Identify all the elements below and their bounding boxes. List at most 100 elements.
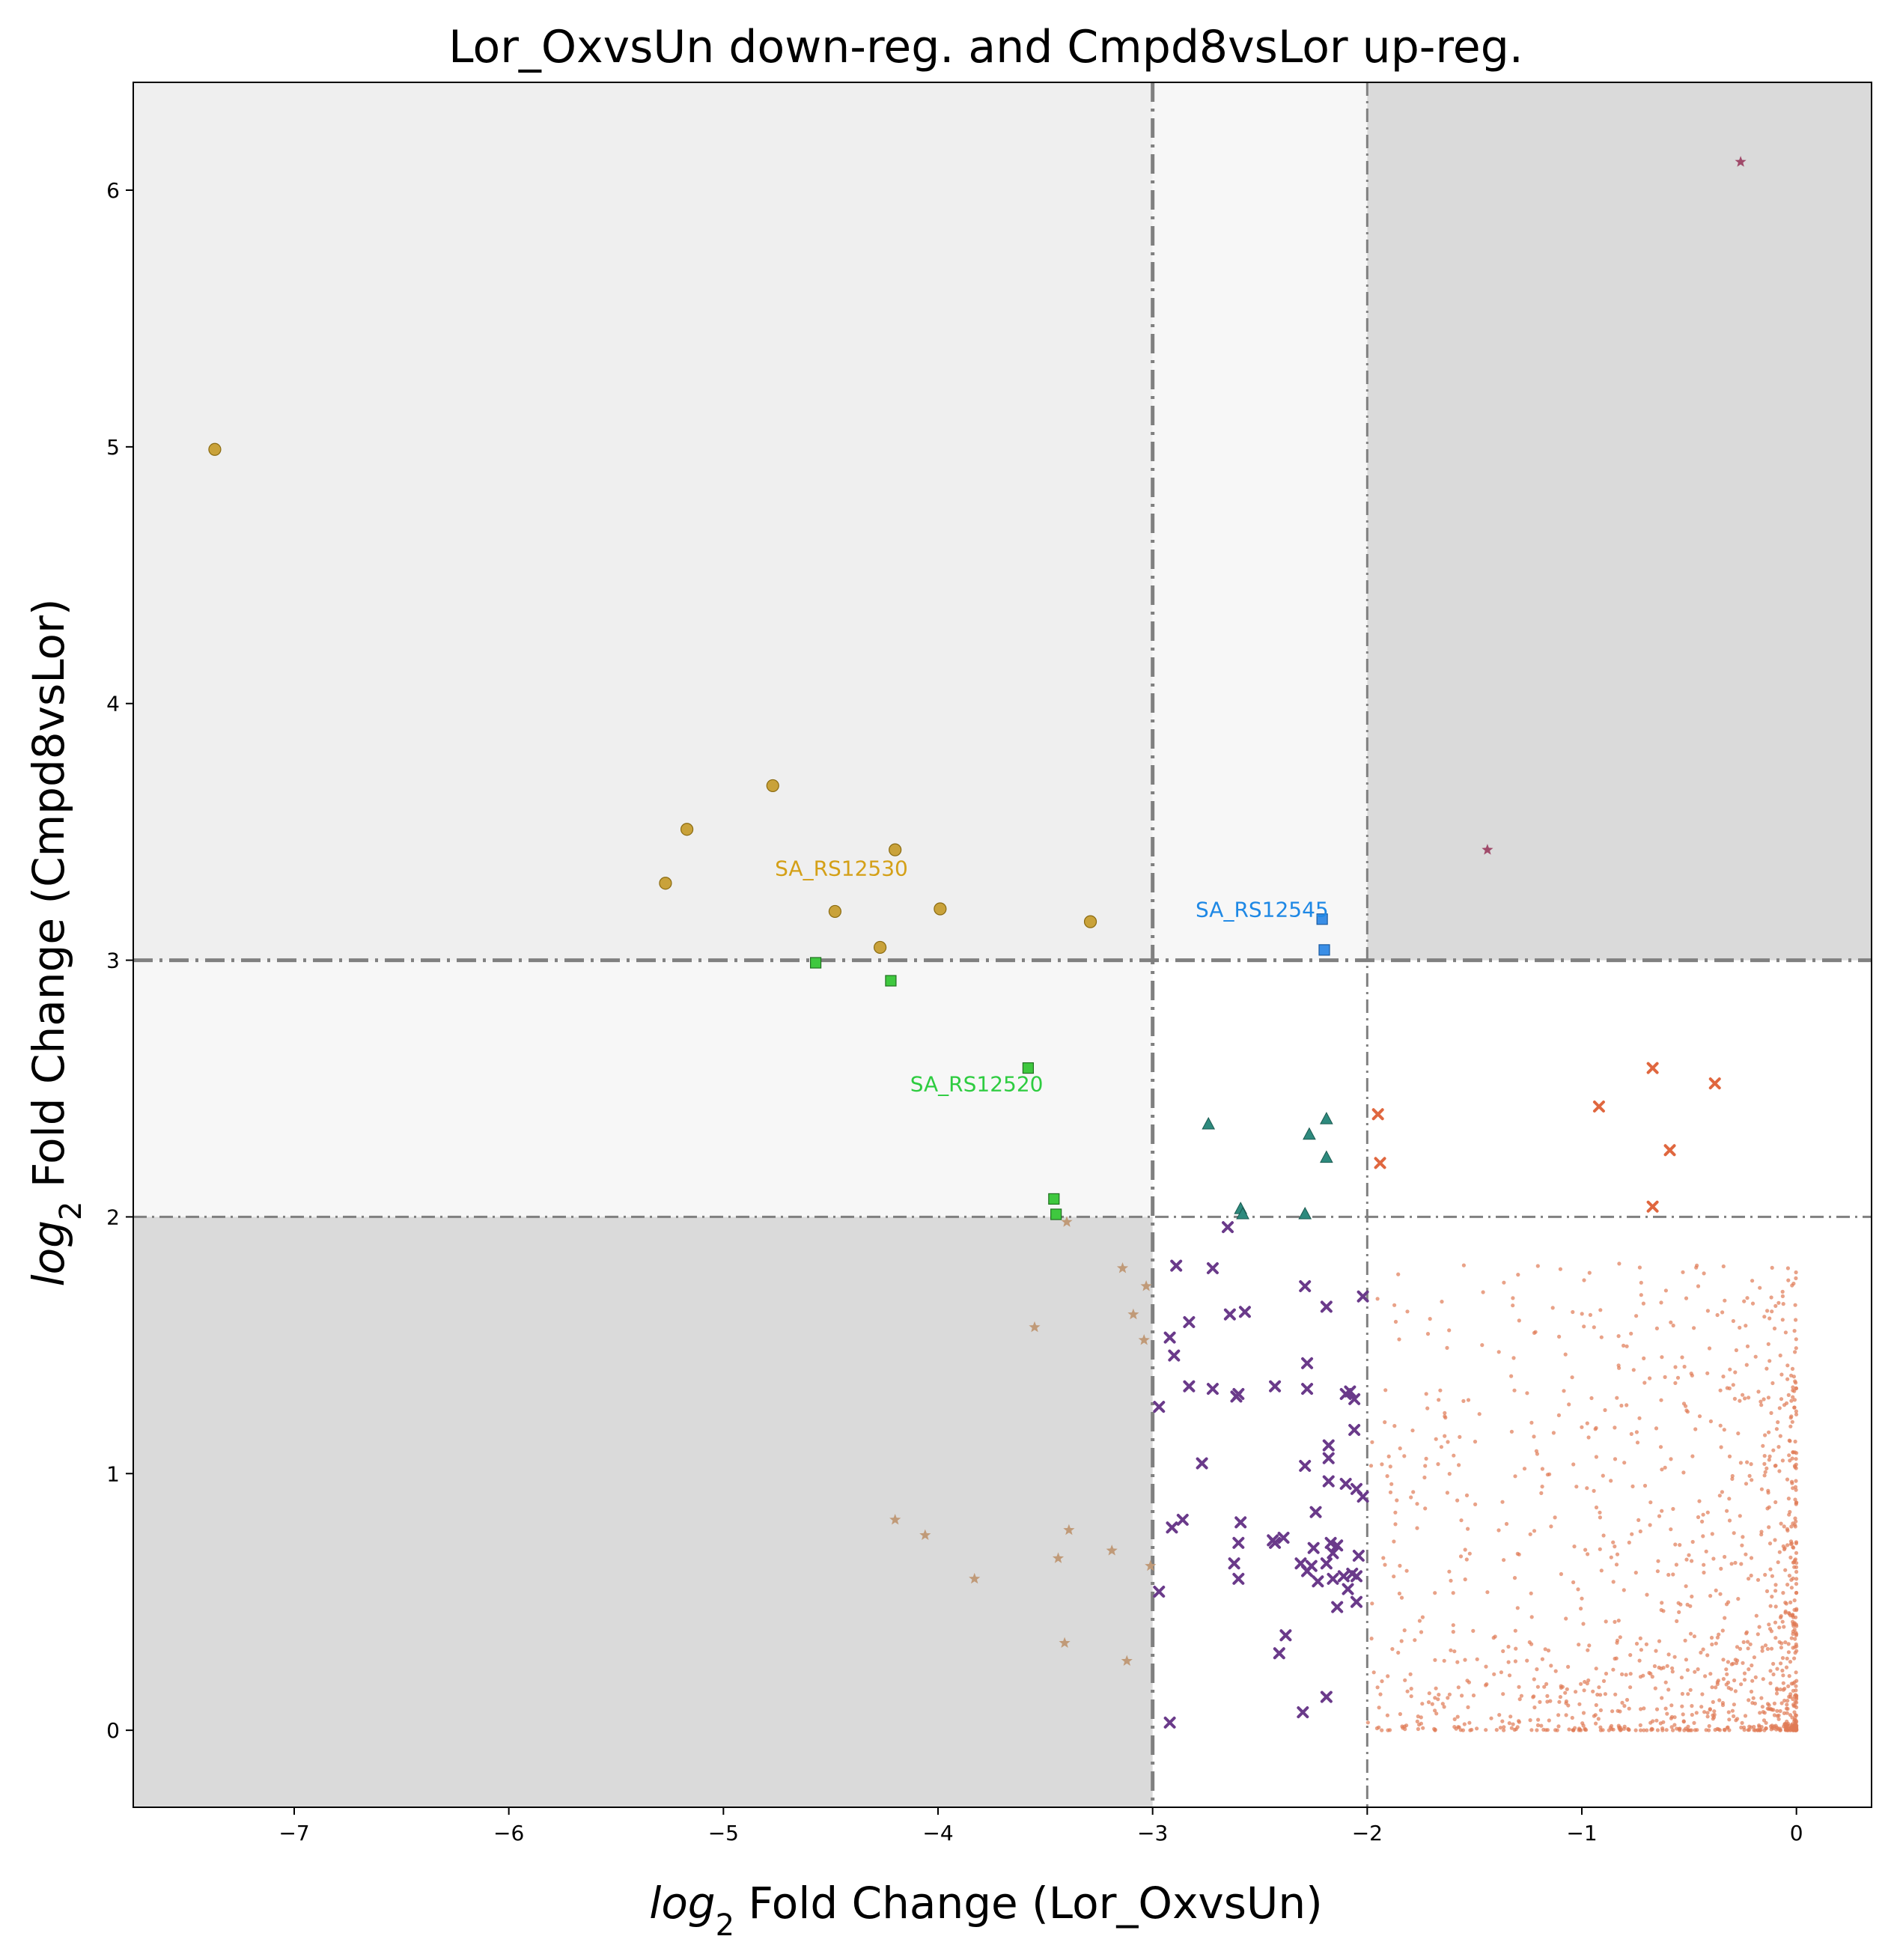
x-tick-label: 0 [1790, 1821, 1803, 1845]
cluster-point [1751, 1696, 1756, 1700]
cluster-point [1416, 1726, 1420, 1732]
series-2 [1316, 913, 1330, 956]
cluster-point [1516, 1273, 1520, 1277]
cluster-point [1721, 1264, 1726, 1269]
cluster-point [1368, 1464, 1374, 1468]
cluster-point [1451, 1630, 1455, 1634]
cluster-point [1701, 1534, 1705, 1539]
data-point [1170, 1259, 1183, 1272]
cluster-point [1611, 1580, 1616, 1584]
cluster-point [1703, 1674, 1708, 1679]
cluster-point [1666, 1572, 1671, 1577]
cluster-point [1675, 1619, 1679, 1623]
cluster-point [1783, 1610, 1788, 1615]
cluster-point [1732, 1714, 1736, 1718]
cluster-point [1471, 1628, 1476, 1633]
cluster-point [1753, 1354, 1758, 1359]
cluster-point [1509, 1429, 1514, 1434]
cluster-point [1615, 1552, 1620, 1556]
cluster-point [1696, 1284, 1701, 1288]
cluster-point [1788, 1660, 1793, 1664]
cluster-point [1445, 1345, 1449, 1350]
cluster-point [1598, 1308, 1603, 1312]
cluster-point [1398, 1563, 1402, 1568]
cluster-point [1794, 1479, 1798, 1483]
cluster-point [1666, 1652, 1671, 1657]
cluster-point [1535, 1728, 1539, 1732]
cluster-point [1788, 1713, 1793, 1717]
cluster-point [1660, 1728, 1665, 1732]
cluster-point [1780, 1458, 1785, 1463]
cluster-point [1711, 1717, 1715, 1721]
cluster-point [1598, 1515, 1602, 1520]
cluster-point [1705, 1653, 1710, 1658]
cluster-point [1778, 1708, 1782, 1714]
cluster-point [1619, 1403, 1624, 1408]
cluster-point [1390, 1647, 1395, 1652]
cluster-point [1750, 1279, 1755, 1283]
cluster-point [1434, 1711, 1439, 1716]
data-point [1228, 1557, 1240, 1570]
cluster-point [1675, 1375, 1681, 1380]
cluster-point [1768, 1707, 1773, 1711]
cluster-point [1773, 1500, 1778, 1505]
cluster-point [1742, 1728, 1747, 1732]
cluster-point [1497, 1713, 1502, 1717]
cluster-point [1712, 1709, 1717, 1714]
cluster-point [1425, 1332, 1431, 1336]
cluster-point [1512, 1576, 1517, 1580]
cluster-point [1515, 1551, 1520, 1556]
cluster-point [1771, 1448, 1776, 1452]
cluster-point [1690, 1712, 1694, 1717]
cluster-point [1673, 1381, 1678, 1385]
cluster-point [1571, 1309, 1575, 1315]
cluster-point [1773, 1620, 1778, 1625]
cluster-point [1780, 1318, 1785, 1322]
cluster-point [1754, 1613, 1759, 1618]
cluster-point [1517, 1318, 1521, 1323]
cluster-point [1735, 1645, 1740, 1649]
cluster-point [1740, 1720, 1744, 1725]
cluster-point [1437, 1398, 1441, 1402]
cluster-point [1436, 1462, 1440, 1467]
cluster-point [1777, 1625, 1782, 1630]
cluster-point [1727, 1454, 1732, 1458]
cluster-point [1622, 1461, 1627, 1465]
cluster-point [1733, 1658, 1738, 1662]
cluster-point [1369, 1637, 1374, 1641]
cluster-point [1579, 1607, 1583, 1611]
cluster-point [1463, 1547, 1467, 1552]
cluster-point [1785, 1706, 1790, 1711]
data-point [1052, 1552, 1065, 1563]
cluster-point [1440, 1702, 1445, 1706]
cluster-point [1793, 1379, 1797, 1384]
cluster-point [1794, 1457, 1798, 1461]
cluster-point [1532, 1677, 1536, 1681]
cluster-point [1571, 1728, 1575, 1732]
data-point [934, 902, 947, 916]
threshold-lines [133, 82, 1872, 1807]
cluster-point [1769, 1295, 1773, 1300]
cluster-point [1792, 1464, 1797, 1468]
cluster-point [1629, 1431, 1633, 1436]
cluster-point [1562, 1389, 1566, 1393]
cluster-point [1571, 1462, 1576, 1467]
cluster-point [1438, 1388, 1443, 1393]
cluster-point [1752, 1728, 1756, 1732]
data-point [1163, 1716, 1176, 1729]
cluster-point [1794, 1565, 1799, 1569]
y-tick-label: 4 [106, 692, 120, 716]
annotation-label: SA_RS12520 [910, 1071, 1044, 1096]
cluster-point [1638, 1723, 1642, 1727]
cluster-point [1409, 1694, 1413, 1699]
cluster-point [1501, 1649, 1505, 1654]
cluster-point [1645, 1728, 1649, 1732]
cluster-point [1492, 1672, 1496, 1676]
data-point [1298, 1206, 1312, 1220]
cluster-point [1794, 1488, 1798, 1492]
cluster-point [1732, 1396, 1737, 1401]
cluster-point [1685, 1668, 1690, 1673]
cluster-point [1543, 1647, 1547, 1652]
cluster-point [1776, 1300, 1781, 1305]
cluster-point [1576, 1587, 1580, 1592]
